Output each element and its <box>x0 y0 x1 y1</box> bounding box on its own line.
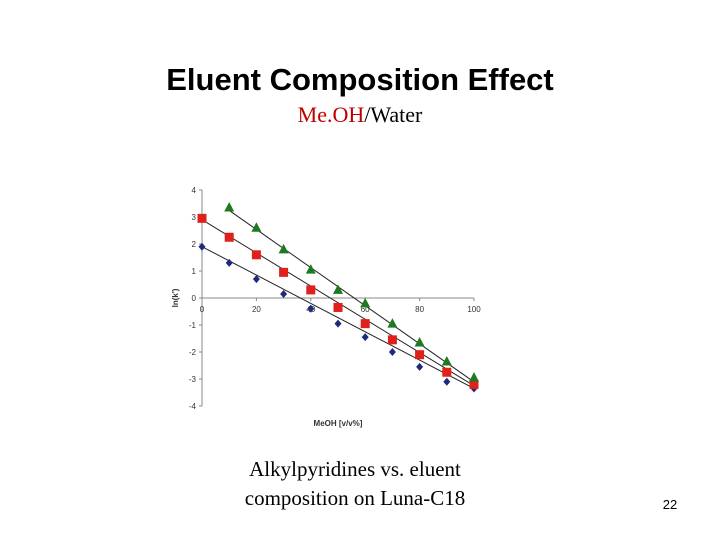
data-point-square <box>387 335 397 345</box>
data-point-diamond <box>252 275 260 284</box>
x-tick-label: 0 <box>200 305 205 314</box>
y-tick-label: 3 <box>192 213 197 222</box>
data-point-square <box>251 250 261 260</box>
data-point-square <box>197 213 207 223</box>
data-point-triangle <box>278 243 289 254</box>
data-point-diamond <box>307 304 315 313</box>
y-tick-label: 0 <box>192 294 197 303</box>
data-point-diamond <box>416 362 424 371</box>
data-point-triangle <box>360 297 371 308</box>
trendline-diamond <box>201 246 475 389</box>
data-point-triangle <box>333 284 343 294</box>
data-point-square <box>469 379 479 389</box>
data-point-square <box>306 285 316 295</box>
data-point-triangle <box>387 318 398 328</box>
data-point-diamond <box>225 258 233 267</box>
data-point-square <box>279 267 289 277</box>
x-tick-label: 20 <box>252 305 261 314</box>
data-point-diamond <box>443 377 451 386</box>
data-point-diamond <box>388 348 396 356</box>
x-axis-label: MeOH [v/v%] <box>314 419 363 428</box>
x-tick-label: 100 <box>467 305 481 314</box>
data-point-square <box>415 350 425 360</box>
data-point-triangle <box>251 222 262 232</box>
y-axis-label: ln(k') <box>171 288 180 307</box>
y-tick-label: 4 <box>192 186 197 195</box>
trendline-square <box>201 219 475 387</box>
data-point-diamond <box>198 242 206 251</box>
data-point-diamond <box>361 333 369 342</box>
subtitle-methanol: Me.OH <box>297 102 365 127</box>
y-tick-label: -2 <box>189 348 197 357</box>
data-point-diamond <box>334 319 342 328</box>
data-point-triangle <box>224 202 235 212</box>
slide-number: 22 <box>662 497 678 512</box>
x-tick-label: 80 <box>415 305 424 314</box>
data-point-square <box>333 302 343 312</box>
trendline-triangle <box>228 210 475 383</box>
data-point-square <box>224 232 234 242</box>
data-point-triangle <box>414 337 425 347</box>
caption-line-1: Alkylpyridines vs. eluent <box>249 457 461 481</box>
y-tick-label: -1 <box>189 321 197 330</box>
subtitle-water: /Water <box>364 102 423 127</box>
data-point-square <box>360 319 370 329</box>
chart-caption: Alkylpyridines vs. eluent composition on… <box>200 455 510 513</box>
x-tick-label: 60 <box>361 305 370 314</box>
y-tick-label: -3 <box>189 375 197 384</box>
data-point-triangle <box>469 372 479 382</box>
y-tick-label: 2 <box>192 240 197 249</box>
data-point-triangle <box>441 355 452 366</box>
data-point-diamond <box>280 289 288 298</box>
caption-line-2: composition on Luna-C18 <box>244 486 466 510</box>
slide-title: Eluent Composition Effect <box>166 62 554 97</box>
y-tick-label: -4 <box>189 402 197 411</box>
y-tick-label: 1 <box>192 267 197 276</box>
data-point-triangle <box>305 264 316 274</box>
slide-subtitle: Me.OH/Water <box>0 102 720 128</box>
data-point-square <box>442 367 452 377</box>
